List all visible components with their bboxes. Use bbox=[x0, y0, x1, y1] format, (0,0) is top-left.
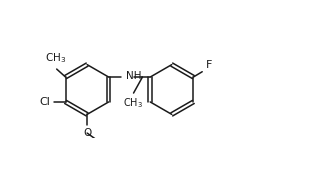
Text: O: O bbox=[83, 128, 91, 138]
Text: Cl: Cl bbox=[40, 97, 51, 107]
Text: CH$_3$: CH$_3$ bbox=[123, 97, 143, 110]
Text: CH$_3$: CH$_3$ bbox=[45, 51, 66, 65]
Text: F: F bbox=[206, 60, 212, 70]
Text: NH: NH bbox=[125, 71, 141, 81]
